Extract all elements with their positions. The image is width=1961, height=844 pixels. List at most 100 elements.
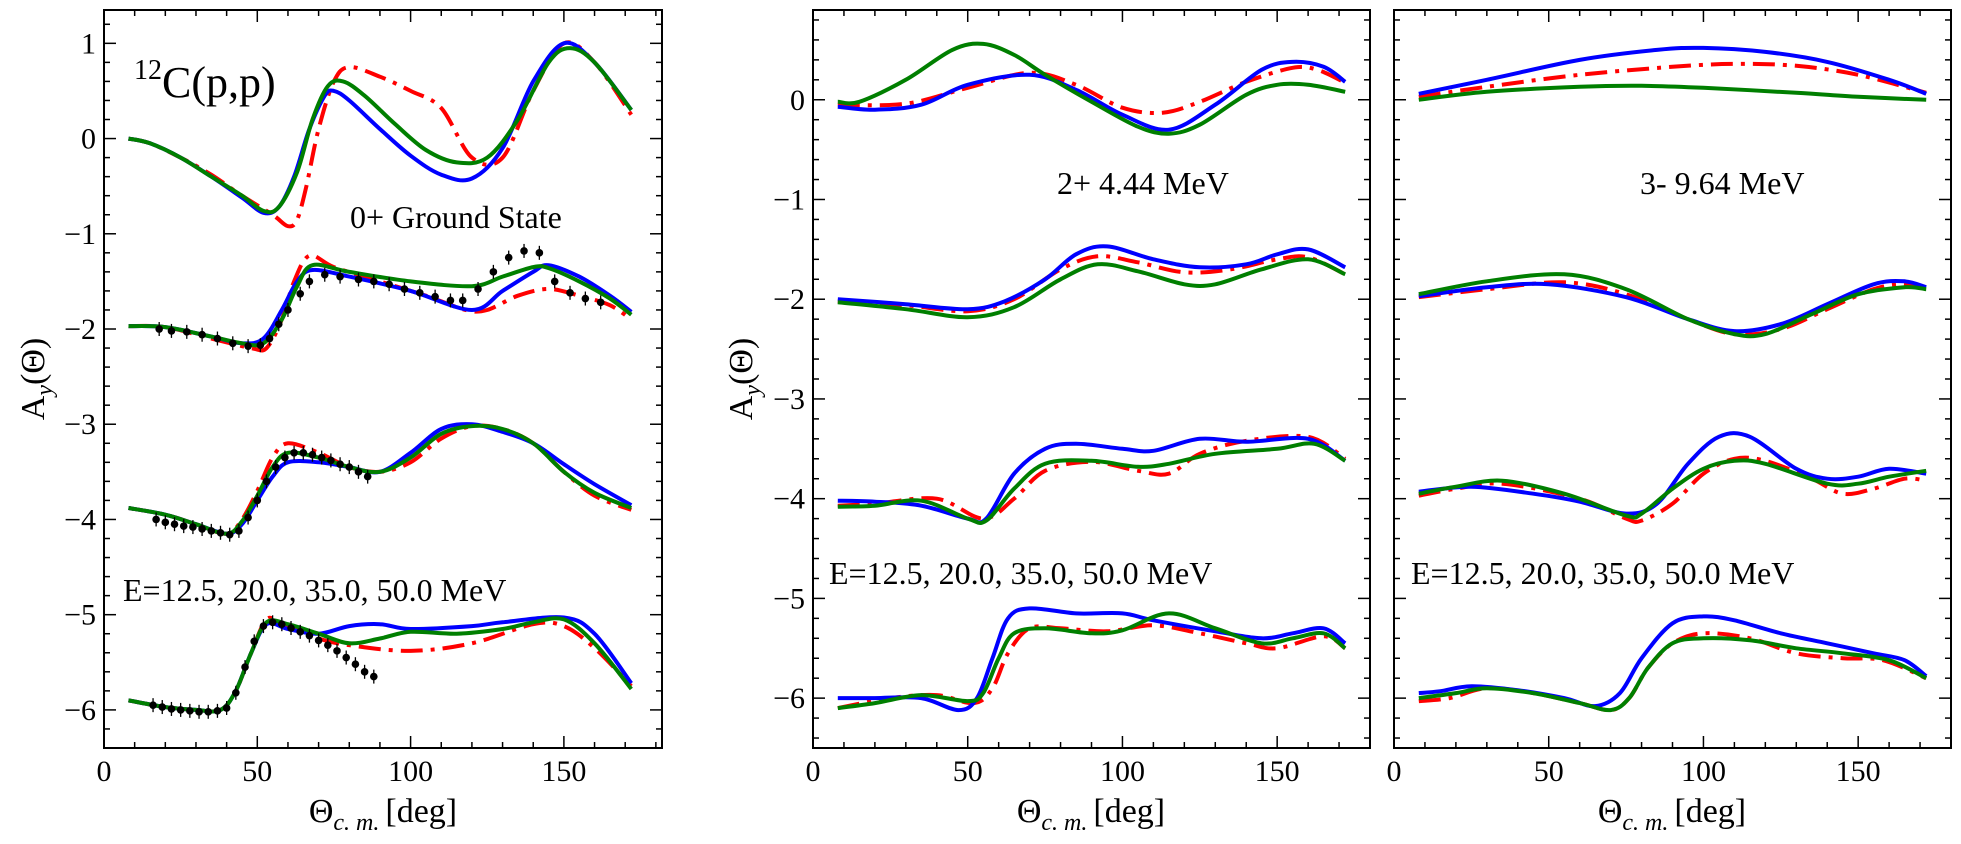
state-label: 3- 9.64 MeV (1640, 165, 1804, 201)
curve-green-energy-4 (128, 616, 633, 714)
y-tick-label: −3 (64, 408, 96, 441)
exp-point (596, 298, 605, 307)
y-tick-label: −4 (773, 483, 805, 516)
curve-red-energy-3 (128, 423, 633, 536)
energies-label: E=12.5, 20.0, 35.0, 50.0 MeV (829, 555, 1212, 591)
x-tick-label: 100 (1100, 755, 1145, 788)
model-curves (837, 41, 1347, 713)
experimental-data (149, 243, 605, 719)
exp-point (271, 463, 280, 471)
exp-point (274, 320, 283, 329)
curve-blue-energy-3 (1418, 431, 1927, 516)
panel-ground-state: 0 50 100 150 1 0 −1 −2 −3 −4 −5 −6 12C(p,p) 0+ Grou… (15, 9, 663, 836)
exp-point (385, 280, 393, 289)
curve-blue-energy-4 (837, 606, 1347, 713)
curve-green-energy-2 (837, 257, 1347, 320)
exp-point (290, 449, 298, 457)
energies-label: E=12.5, 20.0, 35.0, 50.0 MeV (1411, 555, 1794, 591)
exp-point (204, 708, 213, 716)
target-label: 12C(p,p) (134, 55, 276, 107)
exp-point (342, 653, 351, 662)
curve-blue-energy-3 (837, 435, 1347, 525)
plot-frame (1393, 9, 1952, 749)
exp-point (363, 472, 372, 481)
curve-blue-energy-2 (837, 244, 1347, 312)
axis-ticks: 0 50 100 150 1 0 −1 −2 −3 −4 −5 −6 (64, 10, 662, 788)
exp-point (336, 272, 344, 281)
y-tick-label: −5 (64, 599, 96, 632)
exp-point (287, 624, 295, 632)
exp-point (262, 477, 271, 486)
exp-point (431, 292, 439, 301)
model-curves (128, 40, 633, 714)
y-tick-label: −5 (773, 582, 805, 615)
exp-point (198, 525, 206, 533)
exp-point (256, 341, 265, 349)
exp-point (415, 289, 424, 297)
exp-point (336, 460, 344, 469)
exp-point (216, 528, 225, 537)
exp-point (299, 449, 308, 457)
y-tick-label: −2 (773, 283, 805, 316)
y-tick-label: −6 (64, 694, 96, 727)
exp-point (566, 289, 574, 297)
exp-point (182, 328, 191, 336)
x-tick-label: 0 (806, 755, 821, 788)
y-tick-label: −1 (773, 183, 805, 216)
exp-point (320, 270, 329, 279)
exp-point (161, 518, 170, 527)
x-tick-label: 100 (1681, 755, 1726, 788)
exp-point (244, 342, 252, 350)
exp-point (345, 463, 354, 471)
exp-point (228, 339, 237, 348)
exp-point (305, 631, 314, 640)
exp-point (284, 306, 292, 314)
x-axis-title: Θc. m. [deg] (1598, 793, 1746, 836)
y-tick-label: −1 (64, 218, 96, 251)
x-tick-label: 150 (1836, 755, 1881, 788)
exp-point (179, 522, 188, 530)
exp-point (581, 294, 590, 303)
x-tick-label: 50 (953, 755, 983, 788)
exp-point (317, 453, 326, 462)
exp-point (170, 520, 179, 529)
exp-point (351, 660, 360, 669)
exp-point (244, 513, 252, 522)
exp-point (222, 704, 231, 712)
exp-point (198, 330, 206, 339)
exp-point (324, 641, 332, 649)
y-axis-title: Ay(Θ) (15, 338, 58, 420)
plot-frame (812, 9, 1371, 749)
exp-point (535, 249, 544, 257)
curve-green-energy-1 (128, 46, 633, 215)
exp-point (520, 247, 528, 255)
y-tick-label: 0 (790, 84, 805, 117)
exp-point (308, 450, 317, 459)
exp-point (259, 622, 268, 630)
x-tick-label: 0 (1387, 755, 1402, 788)
x-axis-title: Θc. m. [deg] (309, 793, 457, 836)
exp-point (253, 496, 262, 505)
exp-point (360, 668, 369, 676)
panel-3minus: 0 50 100 150 3- 9.64 MeV E=12.5, 20.0, 35.0… (1387, 9, 1952, 836)
exp-point (186, 707, 194, 715)
exp-point (213, 707, 222, 715)
curve-blue-energy-4 (128, 615, 633, 714)
exp-point (158, 703, 167, 711)
exp-point (296, 628, 305, 636)
curve-blue-energy-3 (128, 422, 633, 536)
exp-point (400, 285, 409, 293)
curve-green-energy-1 (1418, 83, 1927, 102)
panel-2plus: 0 50 100 150 0 −1 −2 −3 −4 −5 −6 2+ 4.44 MeV E=12.… (723, 9, 1371, 836)
exp-point (550, 277, 559, 286)
exp-point (235, 527, 243, 535)
exp-point (333, 647, 341, 655)
x-tick-label: 50 (242, 755, 272, 788)
exp-point (195, 708, 203, 716)
exp-point (504, 253, 513, 262)
curve-green-energy-1 (837, 41, 1346, 136)
curve-green-energy-3 (1418, 458, 1927, 520)
curve-red-energy-3 (1418, 455, 1927, 525)
exp-point (446, 296, 455, 305)
